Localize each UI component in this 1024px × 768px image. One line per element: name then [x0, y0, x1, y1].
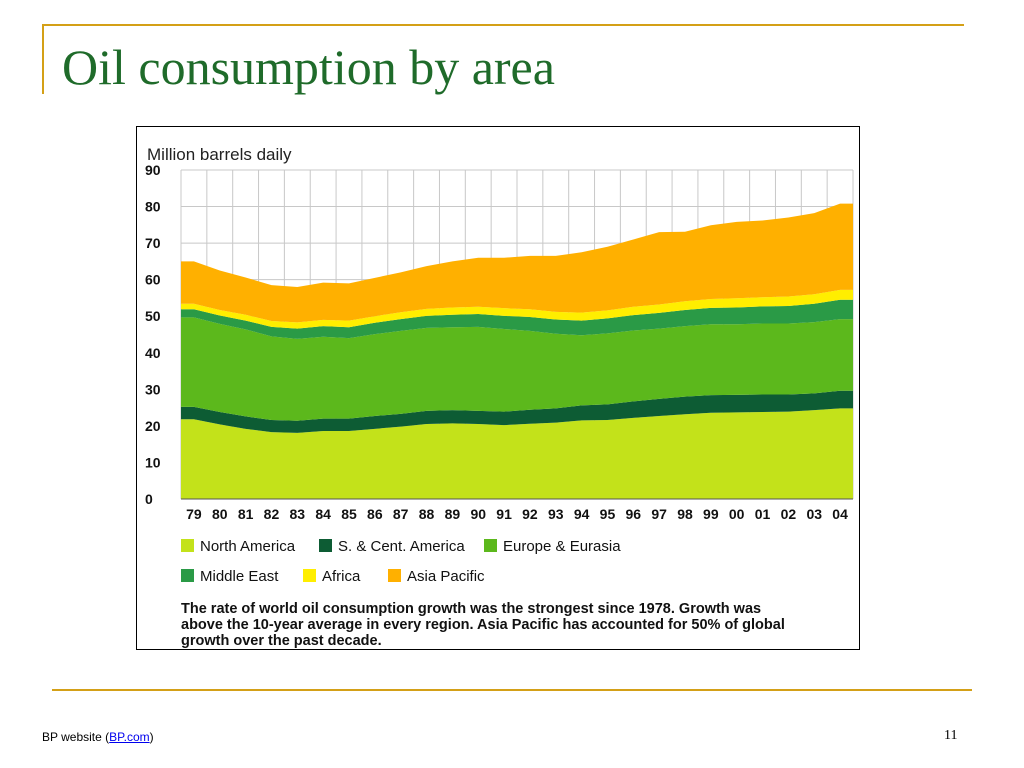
page-number: 11: [944, 728, 958, 743]
x-tick-label: 04: [832, 506, 848, 522]
x-tick-label: 91: [496, 506, 512, 522]
legend-swatch: [319, 539, 332, 552]
x-tick-label: 98: [677, 506, 693, 522]
legend-label: Asia Pacific: [407, 568, 485, 585]
footer-source: BP website (BP.com): [42, 730, 154, 744]
x-tick-label: 90: [470, 506, 486, 522]
x-tick-label: 03: [806, 506, 822, 522]
x-tick-label: 89: [445, 506, 461, 522]
y-tick-label: 20: [145, 418, 161, 434]
y-axis-label: Million barrels daily: [147, 145, 292, 164]
legend-label: S. & Cent. America: [338, 538, 465, 555]
x-tick-label: 80: [212, 506, 228, 522]
footer-link[interactable]: BP.com: [109, 730, 150, 744]
legend-swatch: [181, 539, 194, 552]
chart-caption-line: The rate of world oil consumption growth…: [181, 601, 761, 617]
x-tick-label: 79: [186, 506, 202, 522]
area-series-s-cent-america: [181, 390, 853, 433]
slide-frame-top-line: [42, 24, 964, 26]
x-tick-label: 95: [600, 506, 616, 522]
y-tick-label: 70: [145, 235, 161, 251]
y-tick-label: 80: [145, 199, 161, 215]
x-tick-label: 99: [703, 506, 719, 522]
slide-frame-left-line: [42, 24, 44, 94]
legend-label: North America: [200, 538, 296, 555]
x-tick-label: 96: [626, 506, 642, 522]
y-tick-label: 90: [145, 162, 161, 178]
chart-caption-line: growth over the past decade.: [181, 633, 382, 649]
slide-footer-line: [52, 689, 972, 691]
x-tick-label: 97: [651, 506, 667, 522]
x-tick-label: 87: [393, 506, 409, 522]
x-tick-label: 81: [238, 506, 254, 522]
area-series-middle-east: [181, 299, 853, 339]
chart-container: Million barrels daily 0 10 20 30 40 50 60 70 80 90…: [136, 126, 860, 650]
legend-label: Middle East: [200, 568, 279, 585]
x-tick-label: 93: [548, 506, 564, 522]
x-tick-label: 85: [341, 506, 357, 522]
area-series-asia-pacific: [181, 203, 853, 323]
legend-swatch: [484, 539, 497, 552]
chart-caption-line: above the 10-year average in every regio…: [181, 617, 785, 633]
x-tick-label: 84: [315, 506, 331, 522]
x-tick-label: 83: [290, 506, 306, 522]
legend-swatch: [181, 569, 194, 582]
footer-prefix: BP website (: [42, 730, 110, 744]
y-tick-label: 10: [145, 454, 161, 470]
y-tick-label: 60: [145, 272, 161, 288]
y-tick-label: 50: [145, 308, 161, 324]
x-tick-label: 88: [419, 506, 435, 522]
x-tick-label: 94: [574, 506, 590, 522]
oil-consumption-chart: Million barrels daily0102030405060708090…: [145, 145, 854, 649]
y-tick-label: 0: [145, 491, 153, 507]
area-series-europe-eurasia: [181, 317, 853, 421]
footer-suffix: ): [149, 730, 154, 744]
legend-swatch: [388, 569, 401, 582]
x-tick-label: 82: [264, 506, 280, 522]
legend-swatch: [303, 569, 316, 582]
slide-title: Oil consumption by area: [62, 39, 555, 95]
y-tick-label: 40: [145, 345, 161, 361]
x-tick-label: 02: [781, 506, 797, 522]
x-tick-label: 01: [755, 506, 771, 522]
area-series-africa: [181, 289, 853, 329]
legend-label: Europe & Eurasia: [503, 538, 621, 555]
y-tick-label: 30: [145, 381, 161, 397]
legend-label: Africa: [322, 568, 361, 585]
x-tick-label: 92: [522, 506, 538, 522]
x-tick-label: 86: [367, 506, 383, 522]
x-tick-label: 00: [729, 506, 745, 522]
